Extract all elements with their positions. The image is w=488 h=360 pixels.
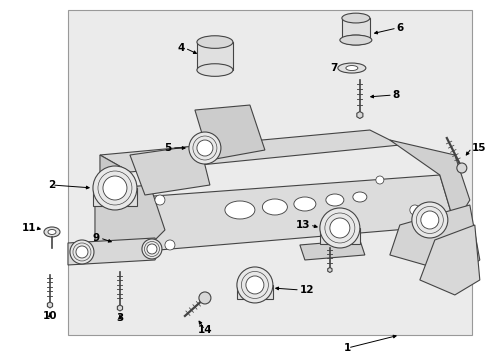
Circle shape — [409, 205, 419, 215]
Polygon shape — [100, 155, 130, 220]
Circle shape — [236, 267, 272, 303]
Ellipse shape — [337, 63, 365, 73]
FancyBboxPatch shape — [319, 228, 359, 244]
Ellipse shape — [341, 13, 369, 23]
Ellipse shape — [197, 64, 232, 76]
Circle shape — [411, 202, 447, 238]
Circle shape — [93, 166, 137, 210]
Polygon shape — [299, 240, 364, 260]
Text: 6: 6 — [396, 23, 403, 33]
Circle shape — [188, 132, 221, 164]
Text: 3: 3 — [116, 313, 123, 323]
Circle shape — [375, 176, 383, 184]
Polygon shape — [419, 225, 479, 295]
Ellipse shape — [345, 66, 357, 71]
Text: 5: 5 — [164, 143, 172, 153]
Text: 15: 15 — [471, 143, 486, 153]
Circle shape — [199, 292, 210, 304]
Circle shape — [76, 246, 88, 258]
Polygon shape — [100, 130, 399, 172]
FancyBboxPatch shape — [93, 188, 137, 206]
Circle shape — [155, 195, 164, 205]
Text: 10: 10 — [42, 311, 57, 321]
Text: 11: 11 — [21, 223, 36, 233]
Circle shape — [319, 208, 359, 248]
Circle shape — [197, 140, 212, 156]
Text: 14: 14 — [197, 325, 212, 335]
Text: 2: 2 — [48, 180, 56, 190]
Polygon shape — [95, 185, 164, 260]
Ellipse shape — [262, 199, 287, 215]
Ellipse shape — [339, 35, 371, 45]
Ellipse shape — [44, 227, 60, 237]
Circle shape — [420, 211, 438, 229]
Circle shape — [456, 163, 466, 173]
FancyBboxPatch shape — [197, 42, 232, 70]
Circle shape — [103, 176, 127, 200]
Polygon shape — [389, 140, 469, 225]
Circle shape — [70, 240, 94, 264]
Ellipse shape — [352, 192, 366, 202]
Text: 8: 8 — [392, 90, 399, 100]
Text: 9: 9 — [93, 233, 100, 243]
Circle shape — [245, 276, 264, 294]
Polygon shape — [68, 238, 160, 265]
Circle shape — [164, 240, 175, 250]
Circle shape — [146, 244, 157, 254]
Ellipse shape — [293, 197, 315, 211]
Ellipse shape — [325, 194, 343, 206]
Text: 4: 4 — [177, 43, 184, 53]
Polygon shape — [389, 205, 479, 275]
FancyBboxPatch shape — [341, 18, 369, 40]
Ellipse shape — [224, 201, 254, 219]
Ellipse shape — [48, 229, 56, 234]
Text: 13: 13 — [295, 220, 309, 230]
Text: 12: 12 — [299, 285, 314, 295]
Circle shape — [142, 239, 162, 259]
Ellipse shape — [197, 36, 232, 48]
Polygon shape — [195, 105, 264, 160]
Polygon shape — [68, 10, 471, 335]
Circle shape — [329, 218, 349, 238]
Polygon shape — [130, 145, 209, 195]
FancyBboxPatch shape — [236, 285, 272, 299]
Text: 7: 7 — [330, 63, 337, 73]
Ellipse shape — [341, 35, 369, 45]
Text: 1: 1 — [344, 343, 351, 353]
Polygon shape — [100, 175, 454, 255]
